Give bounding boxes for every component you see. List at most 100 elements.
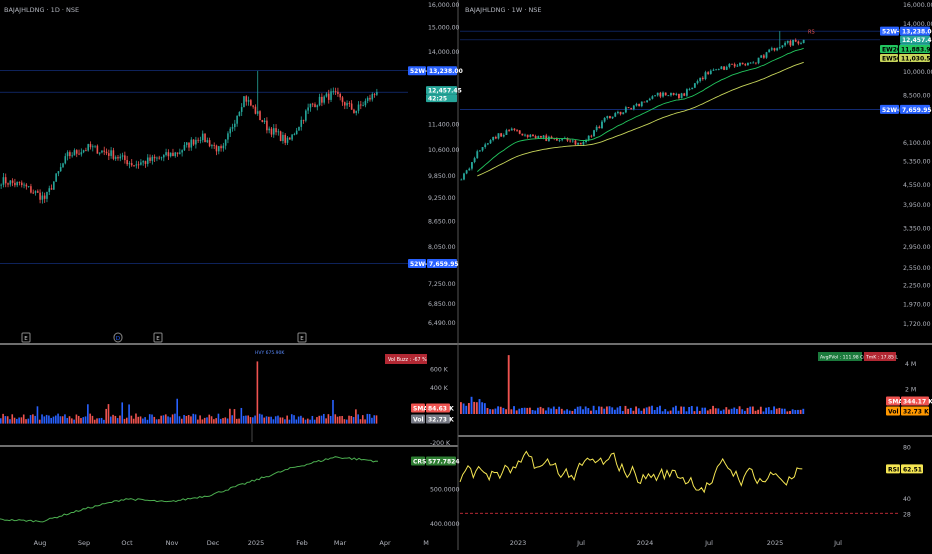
daily-volume-bar [139,416,142,424]
daily-sma-tag: SMA [413,405,428,412]
daily-volume-bar [119,415,121,424]
weekly-candle [638,103,641,107]
weekly-volume-bar [621,411,624,414]
daily-volume-bar [306,418,309,424]
weekly-volume-bar [529,407,531,414]
daily-candle [23,184,25,186]
daily-volume-bar [208,414,211,424]
weekly-volume-bar [502,407,505,414]
weekly-candle [800,43,802,44]
weekly-candle [659,92,662,97]
daily-volume-bar [332,399,334,424]
daily-candle [211,145,213,147]
daily-volume-bar [334,414,337,424]
daily-volume-bar [13,417,16,424]
daily-x-tick-label: Dec [207,539,220,547]
ema50-value: 11,030.58 [901,55,932,62]
weekly-candle [484,144,487,148]
daily-volume-bar [123,418,126,424]
weekly-volume-bar [669,410,672,414]
daily-volume-bar [89,413,91,424]
weekly-candle [590,135,593,137]
weekly-rsi-panel: 80 40 28 RSI 62.51 2023 Jul 2024 Jul 2025 Jul [459,444,923,547]
daily-candle [208,140,211,147]
daily-candle [114,157,117,159]
weekly-volume-bar [701,407,704,414]
weekly-volume-bar [478,399,481,414]
daily-volume-bar [9,419,11,424]
weekly-candle [632,105,635,110]
daily-candle [7,183,9,185]
weekly-volume-bar [499,406,502,414]
daily-candle [66,152,69,157]
weekly-volume-bar [497,406,500,414]
crs-y-tick-label: 400.0000 [430,521,460,528]
daily-volume-bar [137,416,140,424]
weekly-candle [579,142,582,145]
daily-candle [87,144,90,151]
weekly-candle [603,117,606,122]
daily-candle [353,109,355,113]
daily-candle [311,103,314,105]
weekly-candle [529,134,532,138]
weekly-y-tick-label: 1,970.00 [903,302,931,309]
weekly-volume-bar [590,410,592,414]
weekly-y-tick-label: 2,550.00 [903,265,931,272]
daily-volume-bar [144,417,146,424]
weekly-volume-bar [571,410,574,414]
crs-value-bg [426,456,456,466]
daily-volume-bar [116,418,119,424]
daily-volume-bar [160,415,162,424]
daily-y-tick-label: 10,600.00 [428,147,460,154]
weekly-candle [619,111,622,115]
weekly-vol-tag-bg [886,406,900,416]
daily-candle [204,133,206,143]
weekly-candle [463,173,465,180]
weekly-candle [760,55,763,58]
daily-candle [9,180,12,185]
daily-volume-bar [135,413,137,424]
weekly-volume-bar [640,410,643,414]
weekly-volume-bar [674,405,677,414]
daily-volume-bar [180,418,183,424]
daily-candle [91,146,94,148]
weekly-candle [521,133,524,136]
daily-candle [105,151,108,154]
daily-52w-high-value: 13,238.00 [429,68,463,75]
daily-volume-annotation: HVY 675.90K [255,350,285,356]
daily-candle [284,134,287,143]
weekly-vol-tag: Vol [888,408,899,415]
daily-candle [236,115,238,124]
daily-volume-bar [286,415,288,424]
weekly-candle [542,135,545,138]
weekly-candle [784,42,787,46]
daily-volume-bar [151,414,153,424]
daily-candle [30,186,32,193]
daily-candle [128,163,131,165]
weekly-y-tick-label: 2,250.00 [903,283,931,290]
daily-candle [18,182,21,183]
daily-volume-bar [52,416,55,424]
weekly-volume-bar [797,409,799,414]
daily-candle [330,91,332,100]
daily-volume-bar [235,418,238,424]
weekly-candle [765,52,768,58]
weekly-candle [704,72,707,80]
daily-candle [364,100,367,106]
daily-volume-bar [169,417,172,424]
daily-volume-bar [2,413,4,424]
weekly-volume-bar [600,406,603,414]
daily-y-tick-label: 11,400.00 [428,121,460,128]
daily-volume-bar [284,419,286,424]
weekly-volume-bar [759,406,762,414]
daily-candle [339,93,342,98]
weekly-candle [582,142,585,145]
weekly-candle [630,108,633,110]
daily-volume-bar [219,418,222,424]
daily-candle [217,146,220,152]
daily-candle [39,192,41,200]
weekly-candle [611,116,614,119]
weekly-volume-bar [592,405,595,414]
weekly-candle [476,151,479,159]
weekly-vol-value-bg [901,406,929,416]
